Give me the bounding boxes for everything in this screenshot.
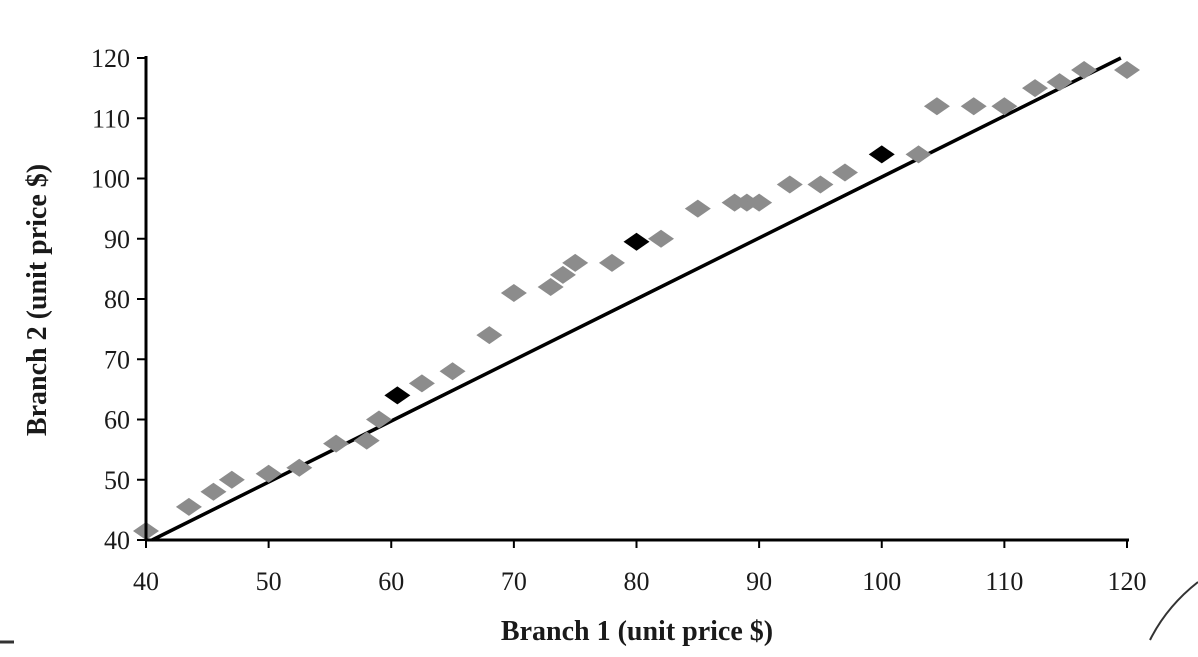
y-tick-label: 110 (92, 104, 130, 133)
data-point (831, 163, 858, 182)
data-point (960, 97, 987, 116)
y-tick-label: 60 (104, 406, 130, 435)
data-point (648, 229, 675, 248)
data-point (746, 193, 773, 212)
data-point (598, 253, 625, 272)
data-point (323, 434, 350, 453)
reference-line (151, 56, 1122, 542)
x-tick-label: 110 (985, 567, 1023, 596)
data-point (408, 374, 435, 393)
data-point (807, 175, 834, 194)
data-point (684, 199, 711, 218)
y-tick-label: 40 (104, 526, 130, 555)
x-axis: 40 50 60 70 80 90 100 110 120 (133, 538, 1147, 596)
data-point (439, 362, 466, 381)
x-tick-label: 70 (501, 567, 527, 596)
x-axis-title: Branch 1 (unit price $) (501, 616, 773, 647)
data-point (1114, 61, 1140, 80)
y-axis-title: Branch 2 (unit price $) (22, 164, 53, 436)
data-point (991, 97, 1018, 116)
data-point (255, 464, 282, 483)
data-point (365, 410, 392, 429)
data-point (286, 458, 313, 477)
x-tick-label: 90 (746, 567, 772, 596)
data-point (923, 97, 950, 116)
data-point-highlighted (384, 386, 411, 405)
data-point (175, 497, 202, 516)
data-point (905, 145, 932, 164)
x-tick-label: 40 (133, 567, 159, 596)
y-tick-label: 100 (91, 165, 130, 194)
data-point (549, 265, 576, 284)
data-point (476, 326, 503, 345)
data-point-highlighted (623, 232, 650, 251)
y-tick-label: 90 (104, 225, 130, 254)
x-tick-label: 60 (378, 567, 404, 596)
y-axis: 40 50 60 70 80 90 100 110 120 (91, 44, 148, 555)
data-point (537, 277, 564, 296)
x-tick-label: 100 (862, 567, 901, 596)
plot-area (133, 56, 1140, 542)
x-tick-label: 120 (1108, 567, 1147, 596)
y-tick-label: 50 (104, 466, 130, 495)
data-point (353, 431, 380, 450)
data-point (1071, 61, 1098, 80)
y-tick-label: 80 (104, 285, 130, 314)
data-point (500, 283, 527, 302)
data-point (1022, 79, 1049, 98)
data-point (200, 482, 227, 501)
data-point (562, 253, 589, 272)
x-tick-label: 80 (624, 567, 650, 596)
data-point (776, 175, 803, 194)
data-point-highlighted (868, 145, 895, 164)
data-point (218, 470, 245, 489)
data-point (1046, 73, 1073, 92)
y-tick-label: 70 (104, 345, 130, 374)
x-tick-label: 50 (256, 567, 282, 596)
y-tick-label: 120 (91, 44, 130, 73)
decorative-curve (1149, 581, 1198, 641)
